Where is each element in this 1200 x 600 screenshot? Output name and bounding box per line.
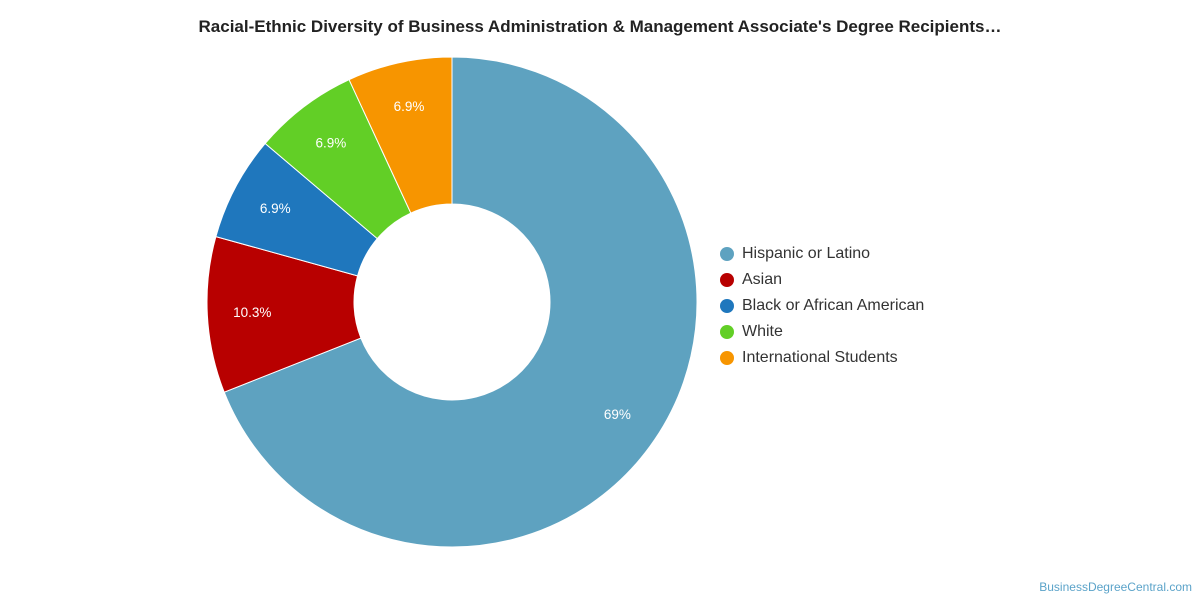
legend-label: Black or African American <box>742 297 925 314</box>
legend-swatch-icon <box>720 299 734 313</box>
slice-label-white: 6.9% <box>316 135 347 150</box>
chart-title: Racial-Ethnic Diversity of Business Admi… <box>198 17 1002 36</box>
legend-item-asian[interactable]: Asian <box>720 267 924 293</box>
chart-legend: Hispanic or Latino Asian Black or African … <box>720 241 924 371</box>
legend-swatch-icon <box>720 351 734 365</box>
legend-swatch-icon <box>720 273 734 287</box>
slice-asian[interactable] <box>206 235 362 393</box>
legend-label: International Students <box>742 349 898 366</box>
slice-hispanic-or-latino[interactable] <box>223 56 698 548</box>
source-credit[interactable]: BusinessDegreeCentral.com <box>1039 580 1192 594</box>
legend-swatch-icon <box>720 325 734 339</box>
legend-item-hispanic-or-latino[interactable]: Hispanic or Latino <box>720 241 924 267</box>
slice-label-asian: 10.3% <box>233 305 271 320</box>
legend-swatch-icon <box>720 247 734 261</box>
legend-item-white[interactable]: White <box>720 319 924 345</box>
legend-label: White <box>742 323 783 340</box>
legend-item-black-or-african-american[interactable]: Black or African American <box>720 293 924 319</box>
legend-item-international-students[interactable]: International Students <box>720 345 924 371</box>
slice-label-hispanic-or-latino: 69% <box>604 407 631 422</box>
legend-label: Asian <box>742 271 783 288</box>
slice-international-students[interactable] <box>348 56 453 214</box>
slice-label-international-students: 6.9% <box>394 99 425 114</box>
legend-label: Hispanic or Latino <box>742 245 871 262</box>
slice-label-black-or-african-american: 6.9% <box>260 201 291 216</box>
